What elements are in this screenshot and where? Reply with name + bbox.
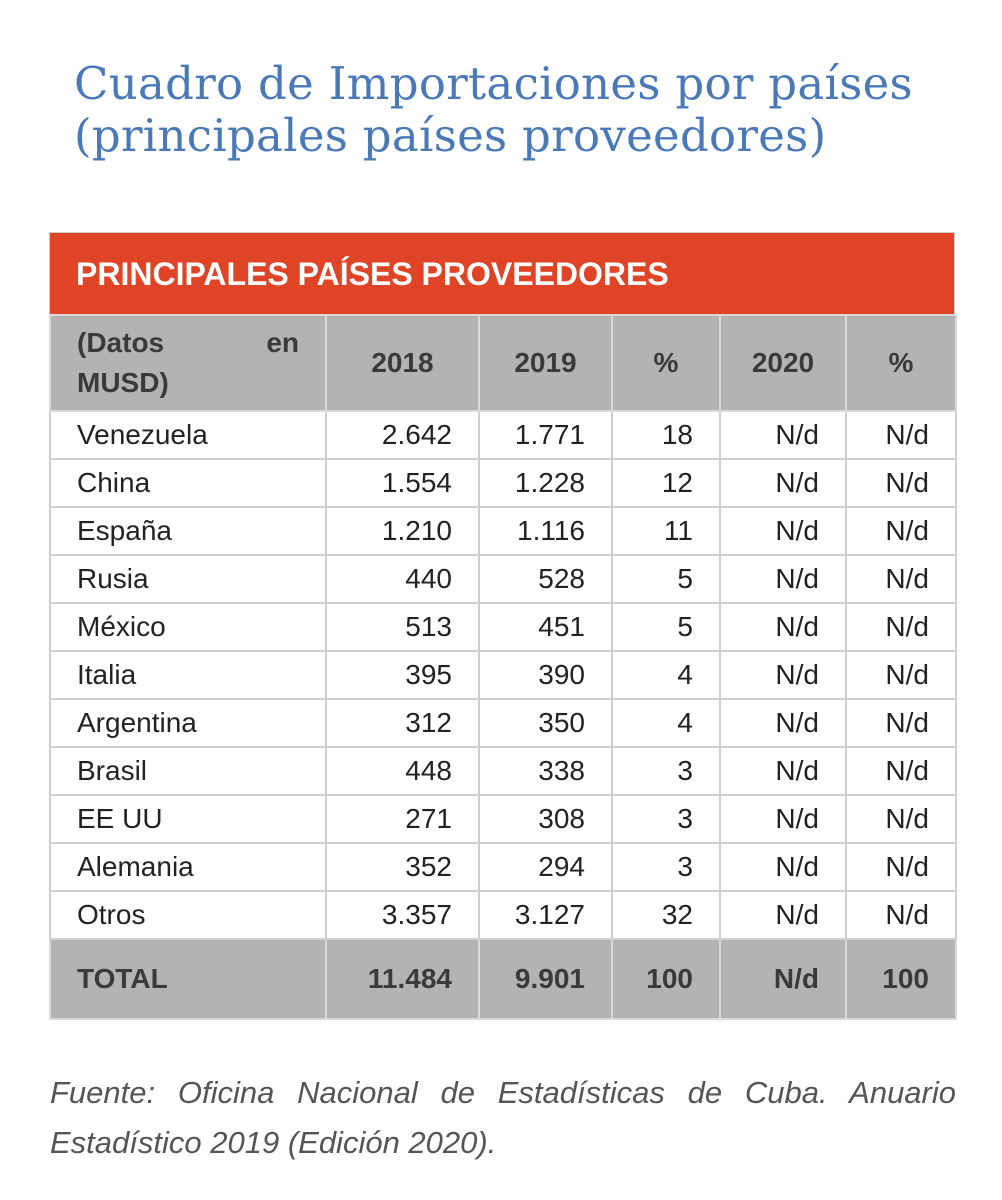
cell-value-2020: N/d [719, 794, 847, 844]
cell-value-2020: N/d [719, 410, 847, 460]
cell-value-2018: 2.642 [325, 410, 480, 460]
cell-percent-2020: N/d [845, 794, 957, 844]
cell-percent-2020: N/d [845, 698, 957, 748]
cell-value-2020: N/d [719, 842, 847, 892]
total-2019: 9.901 [478, 938, 613, 1020]
cell-country: EE UU [49, 794, 327, 844]
table-banner: PRINCIPALES PAÍSES PROVEEDORES [49, 232, 955, 314]
cell-percent: 5 [611, 554, 721, 604]
cell-country: España [49, 506, 327, 556]
cell-value-2018: 448 [325, 746, 480, 796]
table-row: EE UU 271 308 3 N/d N/d [49, 794, 957, 844]
cell-percent-2020: N/d [845, 554, 957, 604]
cell-percent: 3 [611, 746, 721, 796]
table-row: Argentina 312 350 4 N/d N/d [49, 698, 957, 748]
cell-percent: 32 [611, 890, 721, 940]
cell-value-2020: N/d [719, 698, 847, 748]
table-total-row: TOTAL 11.484 9.901 100 N/d 100 [49, 938, 957, 1020]
cell-value-2019: 1.228 [478, 458, 613, 508]
cell-value-2019: 294 [478, 842, 613, 892]
cell-country: Alemania [49, 842, 327, 892]
table-body: Venezuela 2.642 1.771 18 N/d N/d China 1.554 1.2… [49, 410, 957, 940]
cell-country: Otros [49, 890, 327, 940]
cell-country: Rusia [49, 554, 327, 604]
table-row: Rusia 440 528 5 N/d N/d [49, 554, 957, 604]
source-note: Fuente: Oficina Nacional de Estadísticas… [50, 1075, 956, 1160]
header-percent-2020: % [845, 314, 957, 412]
total-percent: 100 [611, 938, 721, 1020]
header-units: (Datos en MUSD) [49, 314, 327, 412]
header-2018: 2018 [325, 314, 480, 412]
cell-country: Venezuela [49, 410, 327, 460]
cell-value-2019: 390 [478, 650, 613, 700]
table-row: España 1.210 1.116 11 N/d N/d [49, 506, 957, 556]
cell-percent: 3 [611, 794, 721, 844]
table-row: Alemania 352 294 3 N/d N/d [49, 842, 957, 892]
cell-value-2018: 1.210 [325, 506, 480, 556]
table-row: China 1.554 1.228 12 N/d N/d [49, 458, 957, 508]
cell-value-2019: 308 [478, 794, 613, 844]
cell-percent: 11 [611, 506, 721, 556]
cell-value-2020: N/d [719, 746, 847, 796]
table-row: México 513 451 5 N/d N/d [49, 602, 957, 652]
imports-table-container: PRINCIPALES PAÍSES PROVEEDORES (Datos en… [49, 232, 957, 1020]
cell-value-2019: 3.127 [478, 890, 613, 940]
cell-value-2020: N/d [719, 506, 847, 556]
cell-value-2018: 395 [325, 650, 480, 700]
cell-percent-2020: N/d [845, 602, 957, 652]
cell-value-2020: N/d [719, 890, 847, 940]
cell-value-2020: N/d [719, 554, 847, 604]
cell-percent-2020: N/d [845, 746, 957, 796]
page-title-line-2: (principales países proveedores) [74, 109, 827, 162]
table-header-row: (Datos en MUSD) 2018 2019 % 2020 % [49, 314, 957, 412]
cell-percent-2020: N/d [845, 890, 957, 940]
cell-value-2018: 352 [325, 842, 480, 892]
cell-value-2019: 1.116 [478, 506, 613, 556]
header-2020: 2020 [719, 314, 847, 412]
page-title: Cuadro de Importaciones por países (prin… [74, 58, 974, 162]
cell-country: Italia [49, 650, 327, 700]
cell-value-2018: 271 [325, 794, 480, 844]
cell-value-2020: N/d [719, 458, 847, 508]
cell-country: Argentina [49, 698, 327, 748]
cell-value-2018: 3.357 [325, 890, 480, 940]
header-2019: 2019 [478, 314, 613, 412]
page-title-line-1: Cuadro de Importaciones por países [74, 57, 913, 110]
total-2018: 11.484 [325, 938, 480, 1020]
cell-value-2018: 440 [325, 554, 480, 604]
cell-percent-2020: N/d [845, 506, 957, 556]
cell-percent: 12 [611, 458, 721, 508]
cell-percent: 4 [611, 650, 721, 700]
cell-value-2020: N/d [719, 602, 847, 652]
cell-value-2019: 338 [478, 746, 613, 796]
cell-percent: 5 [611, 602, 721, 652]
cell-value-2019: 350 [478, 698, 613, 748]
cell-value-2019: 451 [478, 602, 613, 652]
cell-value-2019: 1.771 [478, 410, 613, 460]
cell-percent-2020: N/d [845, 410, 957, 460]
imports-table: (Datos en MUSD) 2018 2019 % 2020 % Venez… [49, 314, 957, 1020]
total-2020: N/d [719, 938, 847, 1020]
cell-percent: 4 [611, 698, 721, 748]
cell-value-2020: N/d [719, 650, 847, 700]
cell-percent: 18 [611, 410, 721, 460]
cell-value-2019: 528 [478, 554, 613, 604]
cell-percent-2020: N/d [845, 650, 957, 700]
table-row: Brasil 448 338 3 N/d N/d [49, 746, 957, 796]
header-percent: % [611, 314, 721, 412]
table-row: Otros 3.357 3.127 32 N/d N/d [49, 890, 957, 940]
cell-value-2018: 312 [325, 698, 480, 748]
cell-percent-2020: N/d [845, 842, 957, 892]
cell-value-2018: 513 [325, 602, 480, 652]
cell-country: Brasil [49, 746, 327, 796]
cell-percent: 3 [611, 842, 721, 892]
table-row: Venezuela 2.642 1.771 18 N/d N/d [49, 410, 957, 460]
cell-country: México [49, 602, 327, 652]
cell-country: China [49, 458, 327, 508]
total-percent-2020: 100 [845, 938, 957, 1020]
total-label: TOTAL [49, 938, 327, 1020]
table-row: Italia 395 390 4 N/d N/d [49, 650, 957, 700]
cell-value-2018: 1.554 [325, 458, 480, 508]
cell-percent-2020: N/d [845, 458, 957, 508]
